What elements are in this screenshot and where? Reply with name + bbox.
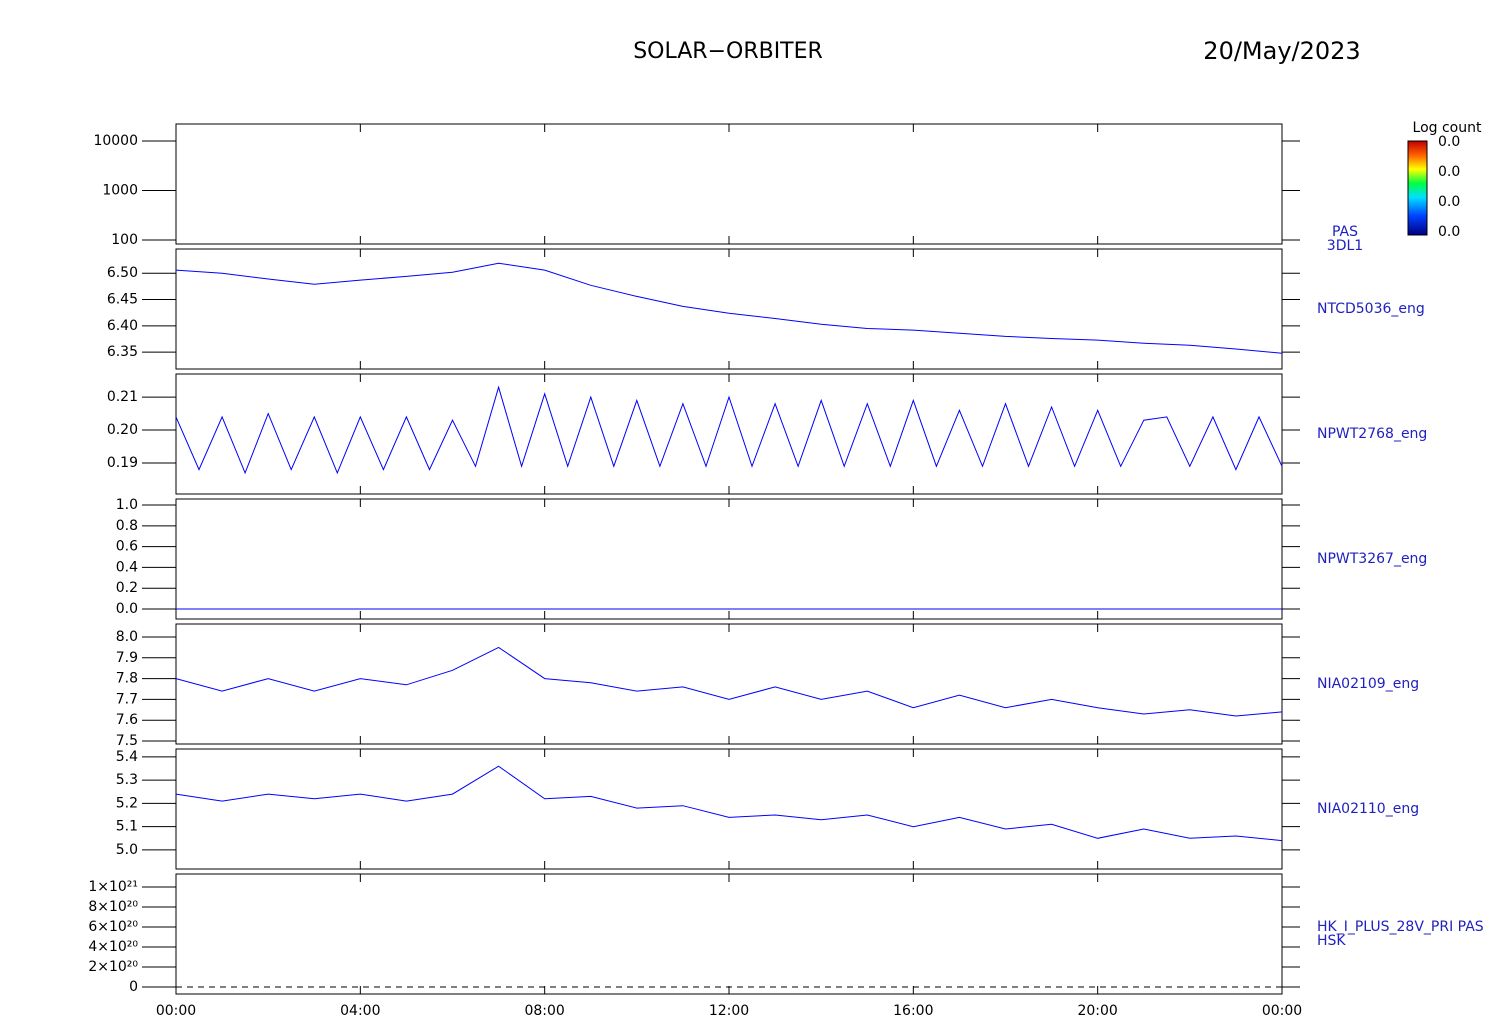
y-tick-label: 10000: [93, 133, 138, 149]
y-tick-label: 7.5: [116, 733, 138, 749]
panel-label: HK_I_PLUS_28V_PRI PAS: [1317, 919, 1484, 935]
x-tick-label: 04:00: [340, 1003, 380, 1019]
y-tick-label: 0.21: [107, 389, 138, 405]
y-tick-label: 0.8: [116, 518, 138, 534]
panel-frame: [175, 873, 1283, 995]
y-tick-label: 0.20: [107, 422, 138, 438]
x-tick-label: 20:00: [1077, 1003, 1117, 1019]
x-tick-label: 00:00: [1262, 1003, 1302, 1019]
y-tick-label: 7.8: [116, 671, 138, 687]
panel-frame: [175, 748, 1283, 870]
x-tick-label: 00:00: [156, 1003, 196, 1019]
y-tick-label: 7.6: [116, 712, 138, 728]
panel-label: NPWT2768_eng: [1317, 426, 1427, 442]
panel-frame: [175, 248, 1283, 370]
y-tick-label: 0: [129, 979, 138, 995]
colorbar-tick: 0.0: [1438, 134, 1460, 150]
y-tick-label: 8.0: [116, 629, 138, 645]
y-tick-label: 4×10²⁰: [88, 939, 138, 955]
y-tick-label: 0.2: [116, 580, 138, 596]
colorbar-title: Log count: [1413, 120, 1482, 136]
y-tick-label: 7.7: [116, 691, 138, 707]
data-line: [175, 646, 1283, 717]
chart-title: SOLAR−ORBITER: [633, 39, 823, 64]
y-tick-label: 5.3: [116, 772, 138, 788]
colorbar-tick: 0.0: [1438, 194, 1460, 210]
panel-frame: [175, 123, 1283, 245]
y-tick-label: 6.50: [107, 265, 138, 281]
panel-label: PAS: [1332, 224, 1358, 240]
panel-label: NIA02109_eng: [1317, 676, 1419, 692]
x-tick-label: 16:00: [893, 1003, 933, 1019]
y-tick-label: 5.2: [116, 795, 138, 811]
colorbar-tick: 0.0: [1438, 164, 1460, 180]
panel-label: NIA02110_eng: [1317, 801, 1419, 817]
y-tick-label: 6.35: [107, 344, 138, 360]
y-tick-label: 5.1: [116, 819, 138, 835]
y-tick-label: 5.0: [116, 842, 138, 858]
y-tick-label: 5.4: [116, 749, 138, 765]
y-tick-label: 0.19: [107, 455, 138, 471]
y-tick-label: 6.45: [107, 292, 138, 308]
colorbar: [1407, 140, 1428, 236]
panel-label: HSK: [1317, 933, 1346, 949]
panel-label: NPWT3267_eng: [1317, 551, 1427, 567]
data-line: [175, 765, 1283, 842]
y-tick-label: 1×10²¹: [88, 879, 138, 895]
panel-frame: [175, 498, 1283, 620]
y-tick-label: 0.0: [116, 601, 138, 617]
data-line: [175, 385, 1283, 475]
panel-label: NTCD5036_eng: [1317, 301, 1425, 317]
data-line: [175, 262, 1283, 354]
y-tick-label: 8×10²⁰: [88, 899, 138, 915]
y-tick-label: 1000: [102, 182, 138, 198]
y-tick-label: 0.6: [116, 539, 138, 555]
panel-label: 3DL1: [1327, 238, 1363, 254]
colorbar-tick: 0.0: [1438, 224, 1460, 240]
y-tick-label: 2×10²⁰: [88, 959, 138, 975]
y-tick-label: 6.40: [107, 318, 138, 334]
y-tick-label: 100: [111, 232, 138, 248]
panel-frame: [175, 373, 1283, 495]
y-tick-label: 7.9: [116, 650, 138, 666]
x-tick-label: 08:00: [524, 1003, 564, 1019]
y-tick-label: 0.4: [116, 559, 138, 575]
y-tick-label: 6×10²⁰: [88, 919, 138, 935]
y-tick-label: 1.0: [116, 497, 138, 513]
x-tick-label: 12:00: [709, 1003, 749, 1019]
date: 20/May/2023: [1203, 37, 1360, 65]
